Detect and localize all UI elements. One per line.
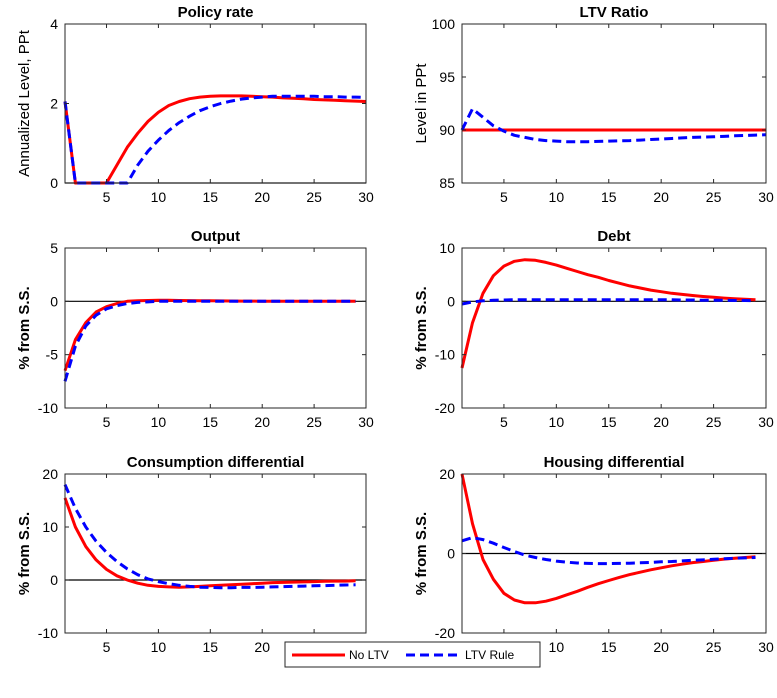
- y-tick-label: -10: [435, 347, 455, 363]
- axes-frame: [64, 473, 367, 634]
- series-line-no-ltv: [460, 473, 756, 605]
- y-tick-label: 20: [42, 466, 58, 482]
- y-axis-label: % from S.S.: [16, 286, 33, 369]
- y-tick-label: 0: [50, 175, 58, 191]
- legend-label-no-ltv: No LTV: [349, 648, 389, 662]
- y-tick-label: -20: [435, 625, 455, 641]
- y-tick-label: -20: [435, 400, 455, 416]
- series-line-ltv-rule: [63, 299, 356, 382]
- x-tick-label: 20: [254, 639, 270, 655]
- series-line-ltv-rule: [63, 483, 356, 590]
- series-line-ltv-rule: [63, 94, 367, 185]
- x-tick-label: 5: [103, 639, 111, 655]
- x-tick-label: 30: [758, 189, 774, 205]
- series-line-no-ltv: [460, 258, 756, 369]
- panel-title: Consumption differential: [127, 454, 305, 471]
- x-tick-label: 20: [254, 189, 270, 205]
- y-tick-label: 10: [42, 519, 58, 535]
- y-tick-label: -5: [46, 347, 59, 363]
- x-tick-label: 5: [103, 189, 111, 205]
- plot-area: [462, 24, 766, 183]
- x-tick-label: 20: [653, 639, 669, 655]
- panel-2: 5 10 15 20 25 30 85 90 95 100 LTV Ratio Level in PP…: [413, 4, 774, 205]
- x-tick-label: 30: [358, 414, 374, 430]
- x-tick-label: 15: [601, 189, 617, 205]
- y-tick-label: 90: [439, 122, 455, 138]
- x-tick-label: 10: [151, 414, 167, 430]
- y-axis-label: % from S.S.: [413, 512, 430, 595]
- y-axis-label: Annualized Level, PPt: [16, 29, 33, 177]
- y-tick-label: 10: [439, 240, 455, 256]
- x-tick-label: 10: [549, 414, 565, 430]
- plot-area: [462, 248, 766, 408]
- x-tick-label: 20: [254, 414, 270, 430]
- x-tick-label: 20: [653, 189, 669, 205]
- panel-title: Output: [191, 228, 240, 245]
- panel-title: Debt: [597, 228, 630, 245]
- x-tick-label: 25: [306, 189, 322, 205]
- x-tick-label: 15: [601, 414, 617, 430]
- y-tick-label: 20: [439, 466, 455, 482]
- plot-area: [65, 24, 366, 183]
- x-tick-label: 15: [203, 414, 219, 430]
- x-tick-label: 30: [758, 639, 774, 655]
- x-tick-label: 25: [706, 639, 722, 655]
- axes-frame: [64, 247, 367, 409]
- x-tick-label: 15: [203, 189, 219, 205]
- x-tick-label: 10: [549, 639, 565, 655]
- panel-1: 5 10 15 20 25 30 0 2 4 Policy rate Annualized Leve…: [16, 4, 374, 205]
- y-tick-label: 95: [439, 69, 455, 85]
- panel-title: Housing differential: [544, 454, 685, 471]
- x-tick-label: 15: [601, 639, 617, 655]
- panel-4: 5 10 15 20 25 30 -20 -10 0 10 Debt % from S.S.: [413, 228, 774, 430]
- series-line-no-ltv: [63, 497, 356, 589]
- x-tick-label: 30: [358, 189, 374, 205]
- panel-title: LTV Ratio: [580, 4, 649, 21]
- y-axis-label: % from S.S.: [413, 286, 430, 369]
- x-tick-label: 20: [653, 414, 669, 430]
- legend: No LTV LTV Rule: [284, 641, 541, 668]
- axes-frame: [461, 247, 767, 409]
- x-tick-label: 25: [706, 414, 722, 430]
- y-tick-label: 100: [432, 16, 456, 32]
- y-axis-label: Level in PPt: [413, 63, 430, 144]
- y-tick-label: 0: [447, 293, 455, 309]
- x-tick-label: 25: [306, 414, 322, 430]
- x-tick-label: 10: [151, 189, 167, 205]
- x-tick-label: 25: [706, 189, 722, 205]
- y-tick-label: 4: [50, 16, 58, 32]
- x-tick-label: 5: [103, 414, 111, 430]
- x-tick-label: 15: [203, 639, 219, 655]
- y-tick-label: 0: [447, 546, 455, 562]
- y-tick-label: 0: [50, 293, 58, 309]
- series-line-ltv-rule: [461, 298, 756, 306]
- x-tick-label: 10: [549, 189, 565, 205]
- y-tick-label: 85: [439, 175, 455, 191]
- axes-frame: [461, 23, 767, 184]
- plot-area: [65, 248, 366, 408]
- y-tick-label: 2: [50, 96, 58, 112]
- y-axis-label: % from S.S.: [16, 512, 33, 595]
- panel-3: 5 10 15 20 25 30 -10 -5 0 5 Output % from S.S.: [16, 228, 374, 430]
- x-tick-label: 10: [151, 639, 167, 655]
- y-tick-label: -10: [38, 625, 58, 641]
- x-tick-label: 5: [500, 189, 508, 205]
- y-tick-label: 0: [50, 572, 58, 588]
- x-tick-label: 30: [758, 414, 774, 430]
- panel-title: Policy rate: [178, 4, 254, 21]
- legend-label-ltv-rule: LTV Rule: [465, 648, 514, 662]
- x-tick-label: 5: [500, 414, 508, 430]
- y-tick-label: 5: [50, 240, 58, 256]
- series-line-no-ltv: [63, 94, 367, 185]
- y-tick-label: -10: [38, 400, 58, 416]
- series-line-ltv-rule: [460, 107, 767, 144]
- plot-area: [65, 474, 366, 633]
